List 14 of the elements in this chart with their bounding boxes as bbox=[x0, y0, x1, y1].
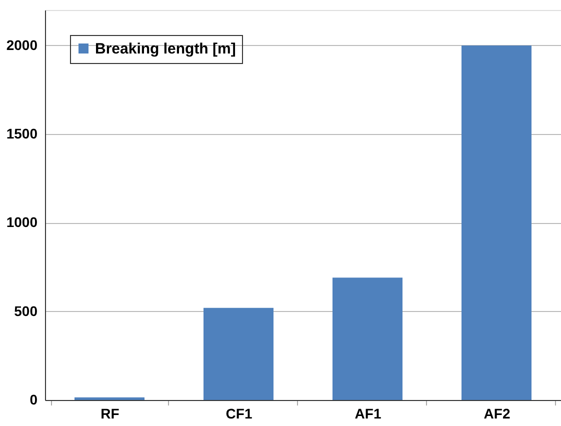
bar bbox=[462, 45, 532, 400]
y-tick-label: 1500 bbox=[6, 126, 38, 142]
x-tick-label: AF1 bbox=[354, 406, 382, 422]
bar bbox=[204, 308, 274, 400]
y-tick-label: 2000 bbox=[6, 36, 38, 53]
x-tick-label: RF bbox=[100, 406, 120, 422]
y-tick-label: 1000 bbox=[6, 214, 38, 230]
x-tick-label: CF1 bbox=[226, 406, 252, 422]
legend-label: Breaking length [m] bbox=[95, 40, 236, 58]
x-tick-label: AF2 bbox=[484, 406, 510, 422]
y-tick-label: 500 bbox=[14, 302, 38, 319]
bar bbox=[332, 278, 402, 400]
y-tick-label: 0 bbox=[30, 392, 38, 408]
bar bbox=[74, 397, 144, 400]
